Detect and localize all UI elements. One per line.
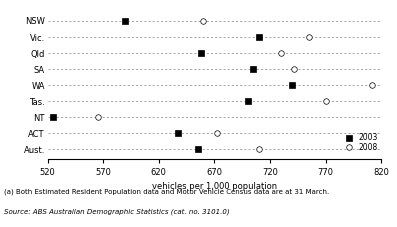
Text: (a) Both Estimated Resident Population data and Motor Vehicle Census data are at: (a) Both Estimated Resident Population d… xyxy=(4,188,329,195)
X-axis label: vehicles per 1,000 population: vehicles per 1,000 population xyxy=(152,183,277,192)
Text: Source: ABS Australian Demographic Statistics (cat. no. 3101.0): Source: ABS Australian Demographic Stati… xyxy=(4,209,229,215)
Legend: 2003, 2008: 2003, 2008 xyxy=(338,130,381,155)
